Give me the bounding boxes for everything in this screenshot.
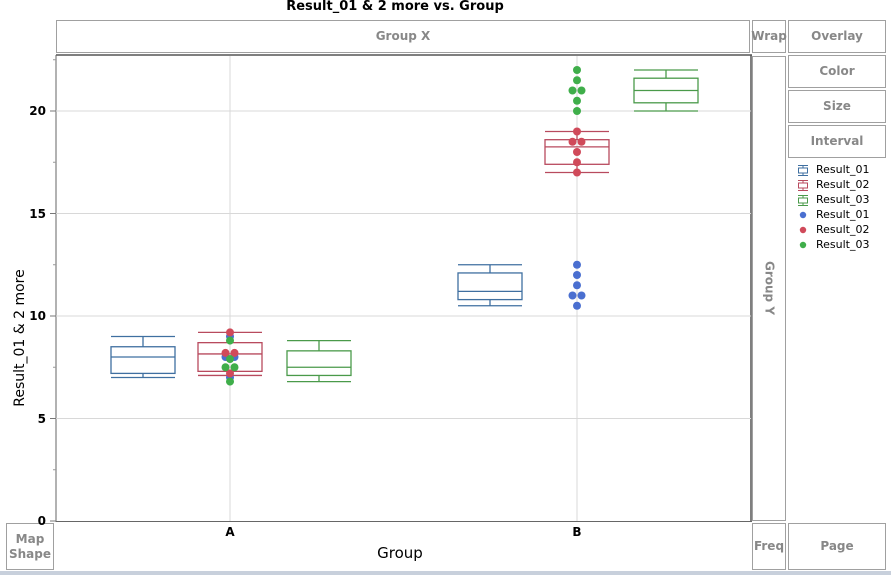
data-point[interactable] <box>573 96 581 105</box>
legend-item-result_03-dot[interactable]: Result_03 <box>796 237 870 252</box>
box-result_01-a[interactable] <box>110 335 176 379</box>
y-tick-10: 10 <box>29 309 46 323</box>
boxplot-icon <box>798 179 808 191</box>
data-point[interactable] <box>226 377 234 386</box>
box-result_03-a[interactable] <box>286 339 352 383</box>
data-point[interactable] <box>568 291 577 300</box>
x-category-a: A <box>225 525 235 539</box>
data-point[interactable] <box>573 76 581 85</box>
data-point[interactable] <box>221 348 230 357</box>
data-point[interactable] <box>573 271 581 279</box>
data-point[interactable] <box>573 168 581 177</box>
legend-item-result_03-box[interactable]: Result_03 <box>796 192 870 207</box>
boxplot-icon <box>798 194 808 206</box>
wrap-label: Wrap <box>751 29 787 43</box>
dot-icon <box>799 241 807 248</box>
box-result_03-b[interactable] <box>633 69 699 112</box>
group-y-label: Group Y <box>762 261 777 316</box>
y-tick-5: 5 <box>37 412 46 426</box>
data-point[interactable] <box>230 348 239 357</box>
map-label: Map <box>15 531 45 546</box>
data-point[interactable] <box>573 281 581 290</box>
legend-label: Result_02 <box>816 223 870 236</box>
map-shape-dropzone[interactable]: Map Shape <box>6 523 54 570</box>
legend-item-result_02-dot[interactable]: Result_02 <box>796 222 870 237</box>
data-point[interactable] <box>230 363 239 372</box>
data-point[interactable] <box>221 363 230 372</box>
legend-item-result_01-dot[interactable]: Result_01 <box>796 207 870 222</box>
chart-title: Result_01 & 2 more vs. Group <box>286 0 504 14</box>
legend: Result_01 Result_02 Result_03 Result_01 Resu… <box>796 162 870 252</box>
data-point[interactable] <box>573 148 581 156</box>
status-bar <box>0 571 891 575</box>
data-point[interactable] <box>568 137 577 146</box>
data-point[interactable] <box>568 86 577 95</box>
y-tick-15: 15 <box>29 207 46 221</box>
y-tick-20: 20 <box>29 104 46 118</box>
interval-label: Interval <box>810 134 864 148</box>
x-category-b: B <box>572 525 582 539</box>
color-label: Color <box>819 64 855 78</box>
data-point[interactable] <box>573 260 581 269</box>
data-point[interactable] <box>577 137 586 146</box>
y-tick-0: 0 <box>37 514 46 528</box>
legend-label: Result_03 <box>816 193 870 206</box>
data-point[interactable] <box>226 369 234 378</box>
data-point[interactable] <box>577 86 586 95</box>
dot-icon <box>799 211 807 218</box>
data-point[interactable] <box>577 291 586 300</box>
color-dropzone[interactable]: Color <box>788 55 886 88</box>
legend-label: Result_02 <box>816 178 870 191</box>
data-point[interactable] <box>226 355 234 364</box>
page-label: Page <box>820 539 854 553</box>
interval-dropzone[interactable]: Interval <box>788 125 886 158</box>
legend-label: Result_01 <box>816 163 870 176</box>
legend-item-result_02-box[interactable]: Result_02 <box>796 177 870 192</box>
data-point[interactable] <box>573 301 581 310</box>
box-result_01-b[interactable] <box>457 264 523 307</box>
size-dropzone[interactable]: Size <box>788 90 886 123</box>
dot-icon <box>799 226 807 233</box>
data-point[interactable] <box>573 66 581 74</box>
legend-item-result_01-box[interactable]: Result_01 <box>796 162 870 177</box>
data-point[interactable] <box>226 328 234 337</box>
freq-dropzone[interactable]: Freq <box>752 523 786 570</box>
shape-label: Shape <box>8 546 51 561</box>
boxplot-icon <box>798 164 808 176</box>
x-axis-label: Group <box>377 544 423 562</box>
data-point[interactable] <box>573 158 581 167</box>
legend-label: Result_01 <box>816 208 870 221</box>
overlay-label: Overlay <box>811 29 863 43</box>
size-label: Size <box>823 99 851 113</box>
group-y-dropzone[interactable]: Group Y <box>752 56 786 521</box>
data-point[interactable] <box>573 127 581 136</box>
freq-label: Freq <box>753 539 785 553</box>
group-x-label: Group X <box>375 29 431 43</box>
legend-label: Result_03 <box>816 238 870 251</box>
data-point[interactable] <box>573 107 581 115</box>
group-x-dropzone[interactable]: Group X <box>56 20 750 53</box>
data-point[interactable] <box>226 336 234 345</box>
overlay-dropzone[interactable]: Overlay <box>788 20 886 53</box>
wrap-dropzone[interactable]: Wrap <box>751 20 787 53</box>
page-dropzone[interactable]: Page <box>788 523 886 570</box>
